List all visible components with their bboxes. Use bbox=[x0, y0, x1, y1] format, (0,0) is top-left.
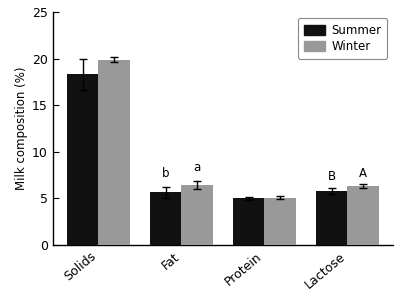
Text: a: a bbox=[194, 162, 201, 174]
Bar bbox=[233, 198, 264, 245]
Bar bbox=[348, 186, 379, 245]
Text: b: b bbox=[162, 167, 170, 180]
Text: A: A bbox=[359, 167, 367, 180]
Bar bbox=[182, 185, 213, 245]
Legend: Summer, Winter: Summer, Winter bbox=[298, 18, 387, 59]
Text: B: B bbox=[328, 170, 336, 183]
Bar bbox=[150, 193, 182, 245]
Bar bbox=[67, 74, 98, 245]
Bar bbox=[98, 60, 130, 245]
Y-axis label: Milk composition (%): Milk composition (%) bbox=[15, 67, 28, 190]
Bar bbox=[264, 198, 296, 245]
Bar bbox=[316, 191, 348, 245]
